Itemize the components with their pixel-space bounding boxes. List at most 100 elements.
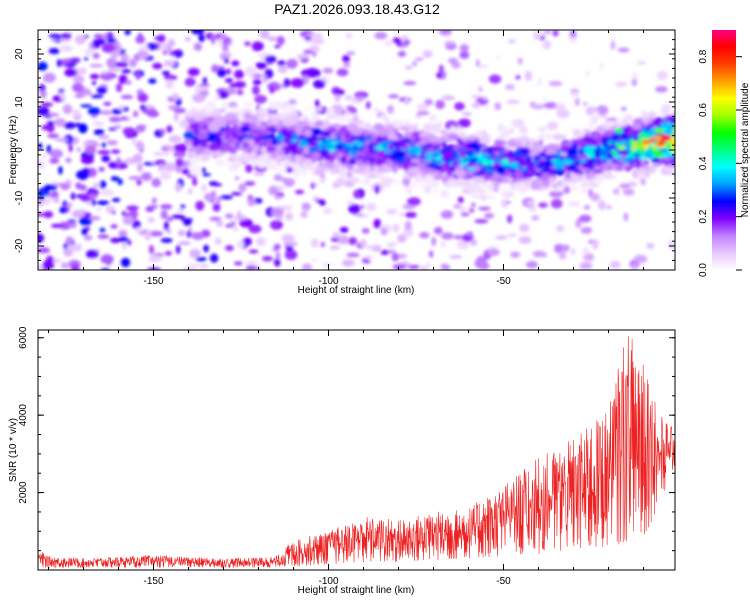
spectrogram-cell	[459, 51, 470, 59]
spectrogram-cell	[457, 118, 471, 128]
spectrogram-cell	[68, 221, 77, 228]
spectrogram-cell	[80, 104, 93, 108]
spectrogram-cell	[581, 161, 592, 169]
spectrogram-cell	[321, 130, 332, 138]
spectrogram-cell	[332, 231, 340, 239]
spectrogram-cell	[78, 123, 88, 134]
spectrogram-cell	[426, 163, 437, 169]
spectrogram-cell	[90, 94, 104, 99]
spectrogram-cell	[466, 174, 472, 179]
spectrogram-cell	[221, 139, 231, 143]
spectrogram-cell	[610, 134, 620, 142]
spectrogram-cell	[333, 165, 339, 174]
spectrogram-cell	[236, 89, 244, 96]
spectrogram-cell	[160, 128, 166, 136]
spectrogram-cell	[298, 139, 308, 148]
spectrogram-cell	[624, 135, 635, 140]
spectrogram-cell	[219, 195, 233, 200]
spectrogram-cell	[660, 148, 668, 153]
spectrogram-cell	[255, 62, 267, 70]
y-tick-label: 10	[14, 96, 25, 108]
spectrogram-cell	[643, 122, 649, 127]
spectrogram-cell	[413, 136, 420, 141]
spectrogram-cell	[191, 232, 205, 240]
spectrogram-cell	[499, 149, 505, 154]
spectrogram-cell	[60, 262, 70, 269]
spectrogram-cell	[647, 119, 652, 124]
spectrogram-cell	[69, 58, 81, 63]
spectrogram-cell	[609, 260, 621, 269]
spectrogram-cell	[86, 190, 100, 195]
colorbar-tick-label: 0.6	[698, 103, 709, 117]
spectrogram-cell	[257, 131, 269, 136]
spectrogram-cell	[259, 30, 270, 39]
spectrogram-cell	[432, 187, 438, 193]
spectrogram-cell	[566, 148, 579, 156]
spectrogram-cell	[466, 171, 475, 176]
spectrogram-cell	[471, 202, 476, 207]
spectrogram-cell	[245, 164, 253, 173]
spectrogram-cell	[661, 104, 672, 109]
spectrogram-cell	[633, 137, 638, 142]
spectrogram-cell	[54, 117, 66, 127]
spectrogram-cell	[552, 30, 559, 37]
spectrogram-cell	[532, 141, 540, 148]
spectrogram-cell	[233, 227, 238, 232]
spectrogram-cell	[85, 249, 99, 259]
spectrogram-cell	[550, 198, 563, 209]
spectrogram-cell	[174, 112, 179, 122]
spectrogram-cell	[224, 78, 234, 83]
spectrogram-cell	[265, 159, 272, 166]
spectrogram-cell	[484, 104, 490, 110]
spectrogram-cell	[182, 265, 196, 270]
spectrogram-cell	[641, 139, 654, 145]
spectrogram-cell	[615, 117, 623, 125]
spectrogram-cell	[176, 208, 185, 213]
spectrogram-cell	[131, 138, 138, 146]
spectrogram-cell	[248, 138, 255, 148]
spectrogram-cell	[93, 34, 104, 38]
spectrogram-cell	[429, 179, 440, 187]
spectrogram-cell	[79, 67, 87, 75]
spectrogram-cell	[40, 102, 54, 107]
spectrogram-cell	[192, 93, 205, 103]
spectrogram-cell	[478, 85, 483, 93]
spectrogram-cell	[411, 180, 418, 189]
spectrogram-cell	[280, 177, 289, 182]
spectrogram-cell	[405, 65, 413, 70]
spectrogram-cell	[406, 151, 417, 156]
spectrogram-cell	[322, 262, 331, 268]
spectrogram-cell	[108, 161, 120, 169]
spectrogram-cell	[367, 157, 375, 165]
spectrogram-cell	[551, 170, 563, 174]
spectrogram-cell	[129, 58, 137, 68]
spectrogram-cell	[558, 252, 567, 260]
spectrogram-cell	[134, 55, 139, 59]
spectrogram-cell	[437, 121, 443, 126]
spectrogram-cell	[429, 250, 434, 258]
spectrogram-cell	[382, 179, 392, 188]
spectrogram-cell	[595, 174, 605, 179]
spectrogram-cell	[392, 223, 400, 233]
spectrogram-cell	[446, 167, 452, 177]
spectrogram-cell	[126, 239, 132, 246]
spectrogram-cell	[208, 142, 220, 152]
spectrogram-cell	[416, 110, 430, 116]
spectrogram-cell	[248, 224, 262, 234]
spectrogram-cell	[603, 130, 615, 137]
spectrogram-cell	[392, 264, 407, 270]
spectrogram-cell	[116, 82, 123, 93]
spectrogram-cell	[166, 228, 172, 234]
spectrogram-cell	[68, 143, 73, 153]
spectrogram-cell	[88, 215, 101, 221]
spectrogram-cell	[567, 37, 578, 43]
spectrogram-cell	[83, 234, 93, 241]
spectrogram-cell	[147, 216, 155, 223]
spectrogram-cell	[622, 188, 635, 196]
spectrogram-cell	[180, 204, 186, 209]
spectrogram-cell	[360, 204, 365, 210]
spectrogram-cell	[226, 68, 232, 75]
spectrogram-cell	[373, 218, 382, 229]
spectrogram-cell	[506, 233, 517, 237]
spectrogram-cell	[252, 85, 260, 96]
